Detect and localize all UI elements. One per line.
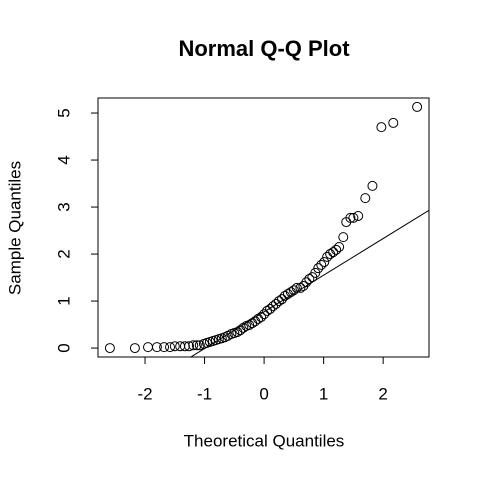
point [345,212,356,223]
point [191,340,202,351]
point [316,259,327,270]
y-tick-label: 1 [54,296,73,305]
x-tick-label: -2 [137,384,152,403]
point [159,342,170,353]
point [165,342,176,353]
point [388,117,399,128]
point [313,263,324,274]
x-tick-label: 0 [259,384,268,403]
point [143,342,154,353]
y-axis-label: Sample Quantiles [5,161,24,295]
point [247,318,258,329]
plot-area [104,101,429,357]
point [328,247,339,258]
point [169,341,180,352]
y-tick-label: 3 [54,202,73,211]
point [273,296,284,307]
x-tick-label: -1 [197,384,212,403]
point [338,232,349,243]
point [104,343,115,354]
point [268,301,279,312]
point [348,212,359,223]
x-tick-label: 1 [319,384,328,403]
point [151,342,162,353]
y-tick-label: 2 [54,249,73,258]
point [276,294,287,305]
point [376,122,387,133]
y-tick-label: 4 [54,155,73,164]
x-axis-label: Theoretical Quantiles [184,431,345,450]
point [334,242,345,253]
point [360,193,371,204]
point [331,244,342,255]
plot-box [97,97,430,358]
point [188,340,199,351]
y-tick-label: 0 [54,343,73,352]
point [367,180,378,191]
x-tick-label: 2 [378,384,387,403]
chart-title: Normal Q-Q Plot [178,36,350,61]
point [353,210,364,221]
point [291,282,302,293]
point [184,341,195,352]
reference-line [189,209,429,357]
point [179,341,190,352]
point [295,282,306,293]
point [319,257,330,268]
point [412,101,423,112]
point [194,340,205,351]
point [265,304,276,315]
point [129,343,140,354]
y-tick-label: 5 [54,108,73,117]
point [298,281,309,292]
point [301,277,312,288]
